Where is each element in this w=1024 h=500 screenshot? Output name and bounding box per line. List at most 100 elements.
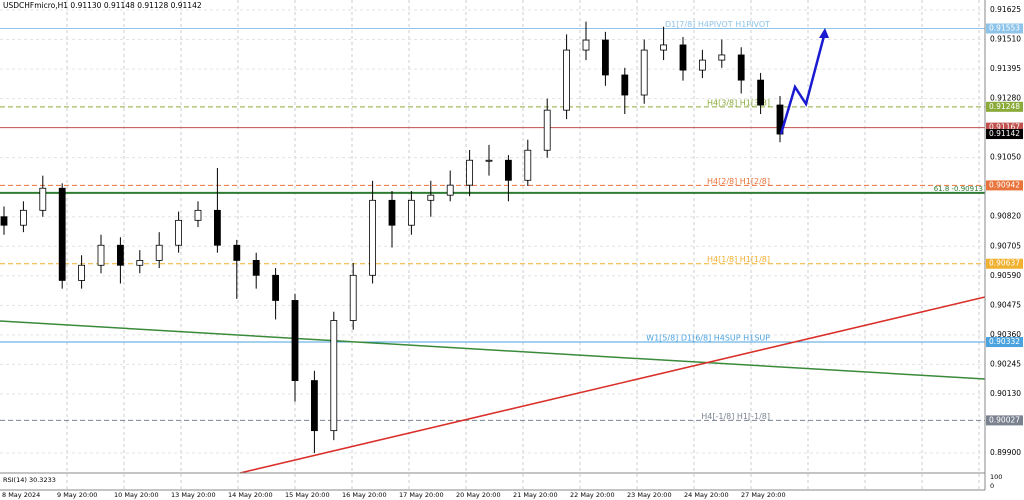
candle-body: [310, 380, 318, 432]
price-box: [986, 101, 1023, 112]
candle-body: [117, 244, 124, 266]
y-tick-label: 0.91510: [990, 35, 1021, 44]
candle-body: [504, 159, 512, 181]
candle-body: [272, 274, 280, 301]
candle-body: [136, 259, 144, 266]
candle-body: [485, 159, 493, 162]
level-label: D1[7/8] H4PIVOT H1PIVOT: [665, 20, 770, 29]
x-tick-label: 13 May 20:00: [171, 491, 216, 499]
levels: D1[7/8] H4PIVOT H1PIVOT H4[3/8] H1[3/8] H4…: [0, 20, 985, 421]
candle-body: [660, 44, 667, 51]
price-box-label: 0.91248: [989, 102, 1020, 111]
chart-header: USDCHFmicro,H1 0.91130 0.91148 0.91128 0…: [3, 1, 202, 10]
price-box-label: 0.90332: [989, 337, 1020, 346]
trend-line: [239, 296, 986, 474]
price-box: [986, 122, 1023, 133]
x-tick-label: 20 May 20:00: [456, 491, 501, 499]
candle-body: [194, 209, 202, 221]
candle-body: [718, 54, 726, 61]
x-tick-label: 15 May 20:00: [285, 491, 330, 499]
price-box-label: 0.91167: [989, 123, 1020, 132]
candle-body: [679, 44, 687, 71]
price-box: [986, 337, 1023, 348]
candle-body: [213, 209, 221, 246]
y-tick-label: 0.90245: [990, 359, 1021, 368]
candle-body: [291, 300, 299, 381]
price-box-label: 0.90942: [989, 180, 1020, 189]
candle-body: [407, 199, 415, 226]
candle-body: [563, 49, 570, 111]
x-tick-label: 8 May 2024: [2, 491, 40, 499]
fib-label: 61.8 -0.90913: [934, 185, 983, 193]
price-box-label: 0.90027: [989, 415, 1020, 424]
level-label: H4[1/8] H1[1/8]: [707, 255, 770, 264]
arrow-head: [819, 28, 829, 38]
price-box: [986, 415, 1023, 426]
y-tick-label: 0.91625: [990, 5, 1021, 14]
price-box: [986, 258, 1023, 269]
candle-body: [252, 259, 260, 276]
y-tick-label: 0.90820: [990, 212, 1021, 221]
rsi-label: RSI(14) 30.3233: [3, 476, 56, 484]
x-tick-label: 22 May 20:00: [570, 491, 615, 499]
x-tick-label: 23 May 20:00: [627, 491, 672, 499]
level-label: H4[-1/8] H1[-1/8]: [701, 412, 770, 421]
rsi-tick: 0: [990, 482, 994, 490]
candle-body: [155, 244, 163, 261]
x-tick-label: 9 May 20:00: [57, 491, 97, 499]
candle-body: [19, 209, 27, 226]
candle-body: [233, 244, 241, 261]
x-tick-label: 21 May 20:00: [513, 491, 558, 499]
candle-body: [427, 194, 435, 201]
candle-body: [776, 104, 784, 135]
level-label: H4[3/8] H1[3/8]: [707, 98, 770, 107]
candle-body: [524, 149, 532, 181]
candle-body: [330, 320, 338, 432]
current-price-label: 0.91142: [989, 129, 1020, 138]
y-tick-label: 0.90475: [990, 300, 1021, 309]
candle-body: [466, 159, 474, 186]
candle-body: [78, 264, 85, 281]
candle-body: [621, 74, 629, 96]
y-tick-label: 0.90130: [990, 389, 1021, 398]
candle-body: [97, 244, 105, 266]
candle-body: [0, 216, 8, 226]
trend-line: [0, 320, 986, 380]
candles: [0, 21, 784, 453]
forecast-arrow: [779, 31, 827, 135]
x-tick-label: 17 May 20:00: [399, 491, 444, 499]
candle-body: [388, 199, 396, 226]
y-tick-label: 0.90360: [990, 330, 1021, 339]
price-box: [986, 180, 1023, 191]
candle-body: [39, 187, 47, 211]
candle-body: [582, 39, 590, 51]
candle-body: [602, 39, 609, 76]
level-label: H4[2/8] H1[2/8]: [707, 177, 770, 186]
candle-body: [369, 199, 377, 276]
candle-body: [543, 109, 551, 151]
x-tick-label: 16 May 20:00: [342, 491, 387, 499]
x-tick-label: 24 May 20:00: [684, 491, 729, 499]
y-tick-label: 0.91395: [990, 64, 1021, 73]
candle-body: [640, 49, 648, 96]
candle-body: [175, 219, 183, 246]
candle-body: [757, 79, 764, 106]
price-box-label: 0.90637: [989, 259, 1020, 268]
x-tick-label: 14 May 20:00: [228, 491, 273, 499]
price-box-label: 0.91553: [989, 24, 1020, 33]
candle-body: [58, 187, 66, 281]
candle-body: [699, 59, 706, 71]
y-tick-label: 0.91050: [990, 153, 1021, 162]
price-box: [986, 23, 1023, 34]
current-price-box: [986, 129, 1023, 140]
y-tick-label: 0.90590: [990, 271, 1021, 280]
grid: [0, 0, 985, 490]
level-label: W1[5/8] D1[6/8] H4SUP H1SUP: [646, 334, 770, 343]
y-tick-label: 0.91280: [990, 94, 1021, 103]
rsi-tick: 100: [990, 473, 1002, 481]
candle-body: [737, 54, 745, 81]
overlay: 0.91625 0.91510 0.91395 0.91280 0.91050 0.908…: [2, 5, 1023, 499]
y-tick-label: 0.90705: [990, 241, 1021, 250]
x-tick-label: 27 May 20:00: [741, 491, 786, 499]
